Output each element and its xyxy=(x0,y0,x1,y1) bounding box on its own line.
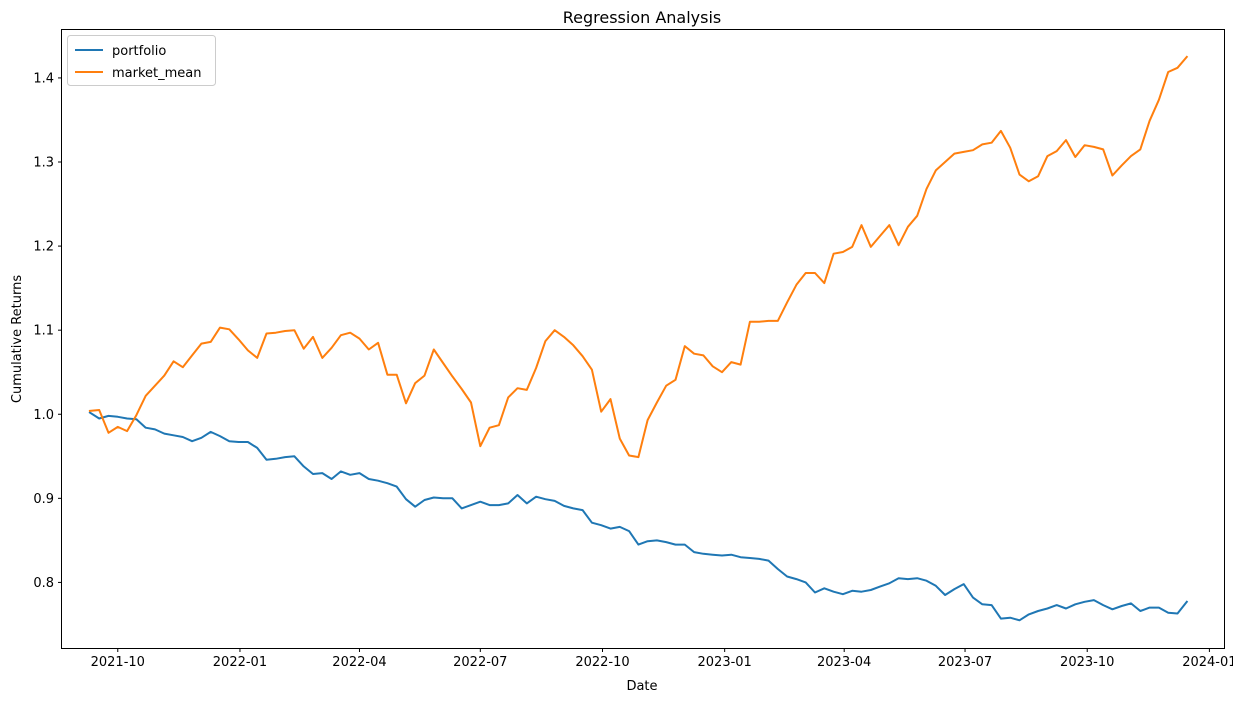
x-tick-label: 2022-01 xyxy=(213,655,267,670)
x-tick-label: 2023-01 xyxy=(698,655,752,670)
x-tick-label: 2023-04 xyxy=(817,655,871,670)
x-tick-label: 2024-01 xyxy=(1182,655,1233,670)
x-tick-label: 2022-07 xyxy=(453,655,507,670)
x-tick-label: 2023-07 xyxy=(938,655,992,670)
series-line-market-mean xyxy=(88,55,1189,459)
legend-portfolio-label: portfolio xyxy=(112,44,166,59)
x-tick-label: 2022-04 xyxy=(332,655,386,670)
chart-title: Regression Analysis xyxy=(563,8,722,27)
x-tick-label: 2022-10 xyxy=(575,655,629,670)
y-tick-label: 0.9 xyxy=(33,492,54,507)
y-tick-label: 1.0 xyxy=(33,408,54,423)
legend: portfolio market_mean xyxy=(67,35,216,86)
x-axis-title: Date xyxy=(626,679,657,694)
y-tick-label: 1.1 xyxy=(33,324,54,339)
y-tick-label: 1.4 xyxy=(33,71,54,86)
y-axis-title: Cumulative Returns xyxy=(10,275,25,403)
legend-box xyxy=(67,35,216,86)
x-tick-label: 2021-10 xyxy=(91,655,145,670)
x-axis-ticks: 2021-10 2022-01 2022-04 2022-07 2022-10 2023-… xyxy=(91,648,1233,670)
y-tick-label: 0.8 xyxy=(33,576,54,591)
x-tick-label: 2023-10 xyxy=(1060,655,1114,670)
series-layer xyxy=(88,55,1189,622)
plot-area-frame xyxy=(61,29,1225,649)
legend-market-mean-label: market_mean xyxy=(112,66,202,81)
y-axis-ticks: 0.8 0.9 1.0 1.1 1.2 1.3 1.4 xyxy=(33,71,62,591)
y-tick-label: 1.3 xyxy=(33,156,54,171)
y-tick-label: 1.2 xyxy=(33,240,54,255)
series-line-portfolio xyxy=(88,411,1189,622)
